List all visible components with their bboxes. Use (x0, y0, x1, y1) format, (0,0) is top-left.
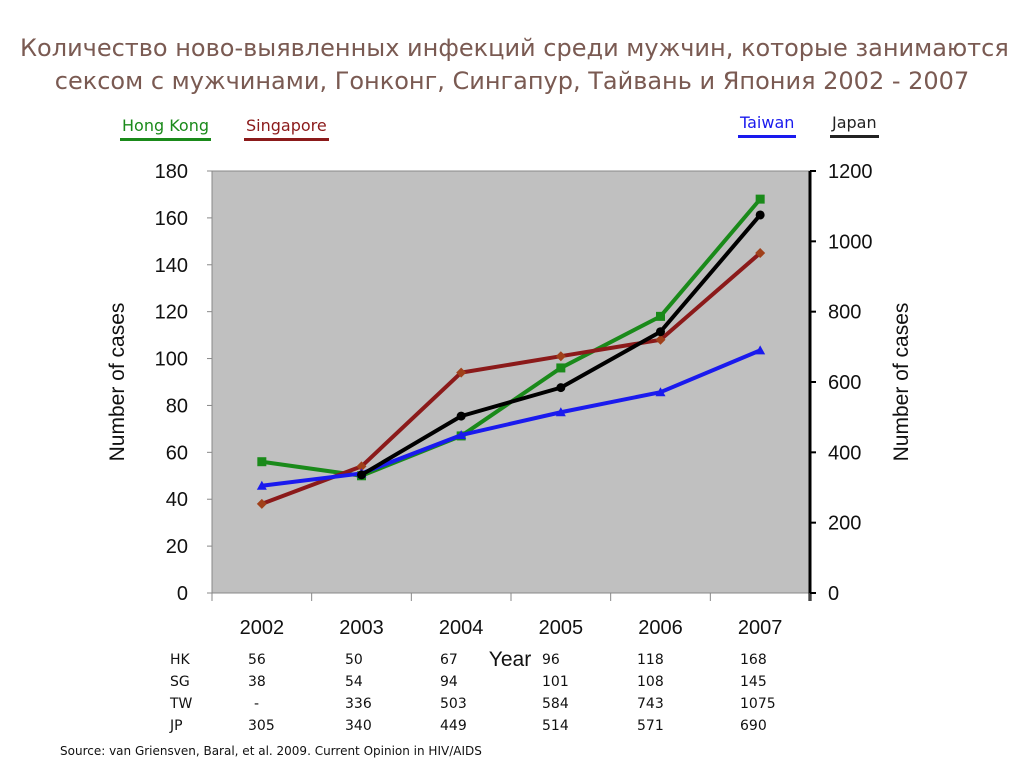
data-point-singapore (755, 248, 766, 259)
table-cell: 514 (542, 718, 569, 734)
data-point-hong-kong (257, 457, 267, 467)
data-point-japan (357, 470, 366, 480)
left-tick-label: 100 (155, 349, 188, 371)
table-cell: 584 (542, 696, 569, 712)
legend-japan: Japan (830, 113, 879, 138)
left-tick-label: 160 (155, 208, 188, 230)
x-tick-label: 2003 (339, 617, 384, 639)
table-cell: 571 (637, 718, 664, 734)
legend-singapore: Singapore (244, 116, 329, 141)
series-line-taiwan (261, 348, 761, 488)
right-tick-label: 600 (828, 372, 861, 394)
data-point-hong-kong (556, 363, 566, 373)
series-line-singapore (261, 251, 762, 506)
data-point-taiwan (256, 480, 267, 490)
table-cell: 67 (440, 652, 458, 668)
table-cell: 340 (345, 718, 372, 734)
right-tick-label: 1000 (828, 231, 873, 253)
table-cell: 145 (740, 674, 767, 690)
title-line-1: Количество ново-выявленных инфекций сред… (20, 34, 1009, 62)
table-cell: 94 (440, 674, 458, 690)
right-tick-label: 800 (828, 302, 861, 324)
data-point-taiwan (755, 345, 766, 355)
left-tick-label: 60 (166, 442, 188, 464)
left-tick-label: 0 (177, 583, 188, 605)
x-tick-label: 2006 (638, 617, 683, 639)
x-axis-label: Year (489, 648, 531, 671)
table-row-label: TW (170, 696, 193, 712)
left-tick-label: 80 (166, 395, 188, 417)
data-point-singapore (256, 498, 267, 509)
table-row-label: SG (170, 674, 190, 690)
table-row-label: HK (170, 652, 190, 668)
table-cell: 1075 (740, 696, 776, 712)
table-cell: 38 (248, 674, 266, 690)
table-cell: 96 (542, 652, 560, 668)
data-point-singapore (555, 351, 566, 362)
left-tick-label: 180 (155, 161, 188, 183)
table-cell: 108 (637, 674, 664, 690)
data-point-singapore (456, 367, 467, 378)
x-tick-label: 2007 (738, 617, 783, 639)
table-cell: 168 (740, 652, 767, 668)
plot-area (211, 170, 811, 594)
right-tick-label: 1200 (828, 161, 873, 183)
table-cell: 449 (440, 718, 467, 734)
y-axis-label-right: Number of cases (890, 303, 913, 462)
y-axis-label-left: Number of cases (106, 303, 129, 462)
table-cell: 118 (637, 652, 664, 668)
data-point-taiwan (456, 430, 467, 440)
table-cell: 54 (345, 674, 363, 690)
title-line-2: сексом с мужчинами, Гонконг, Сингапур, Т… (54, 67, 970, 95)
table-row-label: JP (170, 718, 183, 734)
table-cell: 56 (248, 652, 266, 668)
data-point-japan (656, 327, 665, 337)
table-cell: 305 (248, 718, 275, 734)
x-tick-label: 2004 (439, 617, 484, 639)
x-tick-label: 2005 (539, 617, 584, 639)
data-point-japan (755, 210, 765, 220)
table-cell: 50 (345, 652, 363, 668)
table-cell: 743 (637, 696, 664, 712)
data-point-taiwan (555, 407, 566, 417)
source-citation: Source: van Griensven, Baral, et al. 200… (60, 744, 482, 758)
left-tick-label: 40 (166, 489, 188, 511)
data-point-singapore (356, 461, 367, 472)
data-point-singapore (655, 334, 666, 345)
table-cell: 336 (345, 696, 372, 712)
slide-title: Количество ново-выявленных инфекций сред… (20, 32, 1009, 98)
data-point-japan (456, 411, 466, 421)
data-point-taiwan (655, 387, 666, 397)
table-cell: - (254, 696, 260, 712)
left-tick-label: 140 (155, 255, 188, 277)
data-point-japan (556, 383, 566, 393)
x-tick-label: 2002 (240, 617, 285, 639)
right-tick-label: 0 (828, 583, 839, 605)
left-tick-label: 20 (166, 536, 188, 558)
table-cell: 690 (740, 718, 767, 734)
left-tick-label: 120 (155, 302, 188, 324)
data-point-hong-kong (755, 194, 765, 204)
table-cell: 503 (440, 696, 467, 712)
data-point-hong-kong (656, 311, 665, 321)
legend-taiwan: Taiwan (738, 113, 797, 138)
table-cell: 101 (542, 674, 569, 690)
right-tick-label: 400 (828, 442, 861, 464)
right-tick-label: 200 (828, 513, 861, 535)
legend-hong-kong: Hong Kong (120, 116, 211, 141)
